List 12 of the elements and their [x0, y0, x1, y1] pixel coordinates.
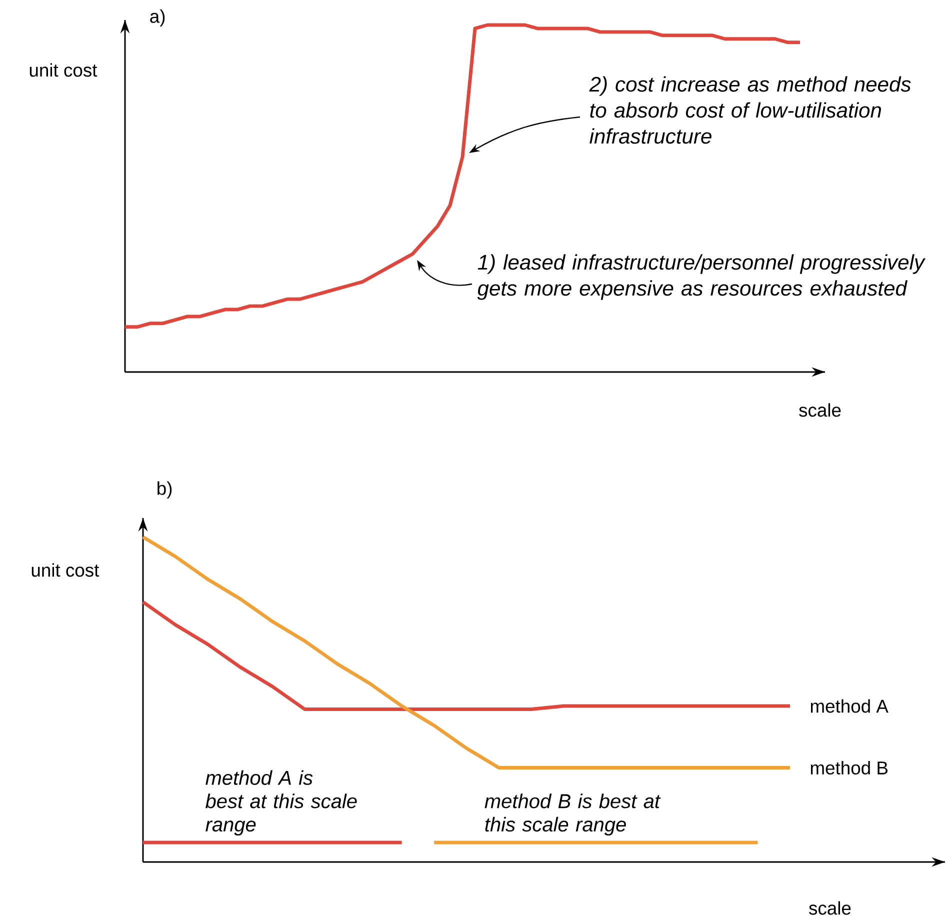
chart-title: a): [150, 9, 165, 27]
y-axis-title: unit cost: [32, 563, 100, 577]
annotation: 1) leased infrastructure/personnel progressively gets more expensive as resources exhausted: [477, 254, 926, 300]
series-label: method A: [810, 699, 888, 713]
x-axis-title: scale: [809, 901, 851, 915]
y-axis-title: unit cost: [30, 63, 98, 77]
series-label: method A is best at this scale range: [206, 770, 357, 836]
series-label: method B: [810, 760, 888, 774]
chart-title: b): [158, 481, 172, 499]
series-label: method B is best at this scale range: [484, 794, 661, 836]
x-axis-title: scale: [799, 403, 841, 417]
annotation: 2) cost increase as method needs to absorb cost of low-utilisation infrastructure: [589, 76, 911, 144]
